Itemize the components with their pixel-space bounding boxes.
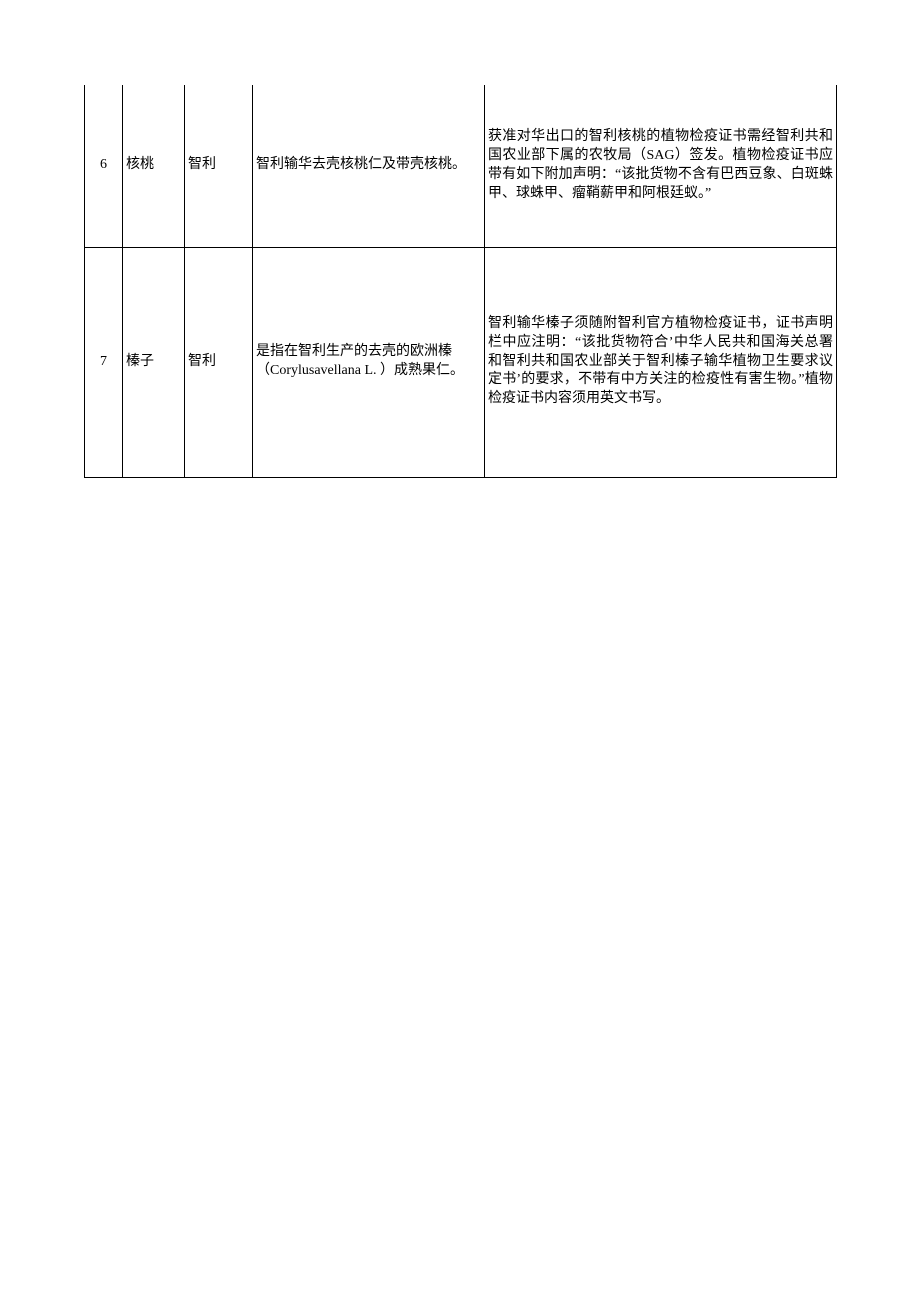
description-cell: 智利输华去壳核桃仁及带壳核桃。 (253, 85, 485, 247)
product-name-cell: 核桃 (123, 85, 185, 247)
table-row: 6 核桃 智利 智利输华去壳核桃仁及带壳核桃。 获准对华出口的智利核桃的植物检疫… (85, 85, 837, 247)
requirements-cell: 获准对华出口的智利核桃的植物检疫证书需经智利共和国农业部下属的农牧局（SAG）签… (485, 85, 837, 247)
row-number-cell: 7 (85, 247, 123, 477)
quarantine-table-container: 6 核桃 智利 智利输华去壳核桃仁及带壳核桃。 获准对华出口的智利核桃的植物检疫… (84, 85, 836, 478)
country-cell: 智利 (185, 247, 253, 477)
table-row: 7 榛子 智利 是指在智利生产的去壳的欧洲榛（Corylusavellana L… (85, 247, 837, 477)
quarantine-requirements-table: 6 核桃 智利 智利输华去壳核桃仁及带壳核桃。 获准对华出口的智利核桃的植物检疫… (84, 85, 837, 478)
country-cell: 智利 (185, 85, 253, 247)
product-name-cell: 榛子 (123, 247, 185, 477)
requirements-cell: 智利输华榛子须随附智利官方植物检疫证书，证书声明栏中应注明：“该批货物符合’中华… (485, 247, 837, 477)
description-cell: 是指在智利生产的去壳的欧洲榛（Corylusavellana L. ）成熟果仁。 (253, 247, 485, 477)
row-number-cell: 6 (85, 85, 123, 247)
